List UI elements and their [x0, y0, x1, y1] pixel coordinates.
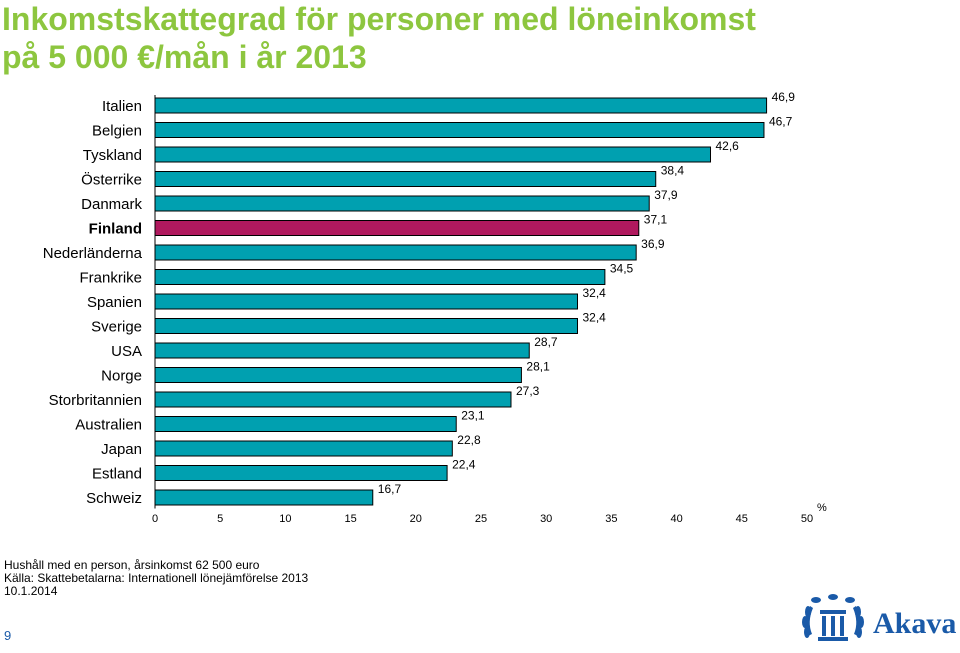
bar-16: [154, 489, 374, 506]
bar-2: [154, 146, 712, 163]
bar-15: [154, 465, 448, 481]
title-line-2: på 5 000 €/mån i år 2013: [2, 39, 367, 75]
bar-14: [154, 440, 453, 457]
value-label-0: 46,9: [772, 90, 796, 104]
category-label-9: Sverige: [91, 319, 142, 336]
x-unit-label: %: [817, 502, 827, 514]
value-label-15: 22,4: [452, 458, 476, 472]
bar-8: [154, 293, 578, 310]
bar-9: [154, 318, 578, 334]
bar-6: [154, 244, 637, 261]
x-tick-label-4: 20: [410, 513, 422, 525]
bar-chart: Italien 46,9 Belgien 46,7 Tyskland 42,6 Österr…: [43, 90, 827, 525]
x-tick-label-10: 50: [801, 513, 813, 525]
x-tick-label-5: 25: [475, 513, 487, 525]
category-label-15: Estland: [92, 466, 142, 483]
x-tick-label-0: 0: [152, 513, 158, 525]
bar-5: [154, 220, 640, 236]
value-label-8: 32,4: [582, 286, 606, 300]
title-line-1: Inkomstskattegrad för personer med lönei…: [2, 1, 756, 37]
x-tick-label-2: 10: [279, 513, 291, 525]
value-label-5: 37,1: [644, 213, 668, 227]
value-label-2: 42,6: [716, 139, 740, 153]
category-label-13: Australien: [75, 417, 142, 434]
category-label-16: Schweiz: [86, 490, 142, 507]
value-label-6: 36,9: [641, 237, 665, 251]
category-label-4: Danmark: [81, 196, 142, 213]
category-label-11: Norge: [101, 368, 142, 385]
category-label-10: USA: [111, 343, 142, 360]
category-label-14: Japan: [101, 441, 142, 458]
value-label-3: 38,4: [661, 164, 685, 178]
category-label-12: Storbritannien: [49, 392, 142, 409]
category-label-7: Frankrike: [79, 270, 142, 287]
category-label-1: Belgien: [92, 123, 142, 140]
value-label-7: 34,5: [610, 262, 634, 276]
footnote-household: Hushåll med en person, årsinkomst 62 500…: [4, 558, 260, 572]
bar-1: [154, 122, 765, 138]
bar-0: [154, 97, 768, 114]
bar-13: [154, 416, 457, 432]
value-label-11: 28,1: [526, 360, 550, 374]
category-label-0: Italien: [102, 98, 142, 115]
value-label-1: 46,7: [769, 115, 793, 129]
akava-logo-icon: [802, 594, 864, 641]
x-tick-label-8: 40: [670, 513, 682, 525]
x-tick-label-3: 15: [344, 513, 356, 525]
bar-7: [154, 269, 606, 285]
value-label-9: 32,4: [582, 311, 606, 325]
x-tick-label-7: 35: [605, 513, 617, 525]
x-tick-label-1: 5: [217, 513, 223, 525]
footnote-source: Källa: Skattebetalarna: Internationell l…: [4, 571, 309, 585]
value-label-10: 28,7: [534, 335, 558, 349]
footnote-date: 10.1.2014: [4, 584, 58, 598]
value-label-12: 27,3: [516, 384, 540, 398]
value-label-16: 16,7: [378, 482, 402, 496]
category-label-2: Tyskland: [83, 147, 142, 164]
bar-12: [154, 391, 512, 408]
logo-text: Akava: [873, 607, 957, 640]
chart-title: Inkomstskattegrad för personer med lönei…: [2, 0, 756, 76]
bar-4: [154, 195, 650, 212]
x-tick-label-6: 30: [540, 513, 552, 525]
bar-10: [154, 342, 530, 359]
category-label-5: Finland: [89, 221, 142, 238]
bar-11: [154, 367, 522, 383]
x-tick-label-9: 45: [736, 513, 748, 525]
bar-3: [154, 171, 657, 187]
category-label-8: Spanien: [87, 294, 142, 311]
value-label-4: 37,9: [654, 188, 678, 202]
page-number: 9: [4, 628, 12, 643]
category-label-6: Nederländerna: [43, 245, 143, 262]
category-label-3: Österrike: [81, 171, 142, 189]
value-label-14: 22,8: [457, 433, 481, 447]
value-label-13: 23,1: [461, 409, 485, 423]
